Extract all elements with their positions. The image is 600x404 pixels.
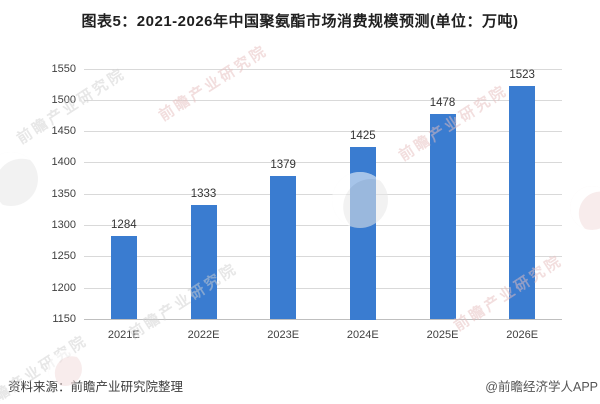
bar-2025E: [429, 114, 456, 320]
bar-2026E: [509, 85, 536, 320]
y-tick-label: 1300: [51, 219, 76, 232]
y-tick-label: 1550: [51, 62, 76, 75]
y-tick-label: 1500: [51, 93, 76, 106]
bar-2022E: [190, 204, 217, 320]
y-tick-label: 1250: [51, 250, 76, 263]
x-tick-label: 2024E: [346, 329, 379, 341]
credit-note: @前瞻经济学人APP: [485, 380, 598, 394]
y-tick-label: 1450: [51, 125, 76, 138]
x-tick-label: 2021E: [107, 329, 140, 341]
gridline: [84, 193, 562, 195]
chart-title: 图表5：2021-2026年中国聚氨酯市场消费规模预测(单位：万吨): [81, 13, 519, 30]
bar-value-label: 1379: [270, 159, 296, 172]
y-tick-label: 1150: [52, 313, 76, 325]
bar-value-label: 1523: [509, 68, 535, 81]
bar-2023E: [270, 176, 297, 320]
y-tick-label: 1350: [51, 187, 76, 200]
x-tick-label: 2022E: [187, 329, 220, 341]
gridline: [84, 287, 562, 289]
x-tick-label: 2023E: [267, 329, 300, 341]
bar-2024E: [349, 147, 376, 320]
gridline: [84, 256, 562, 258]
gridline: [84, 162, 562, 164]
x-tick-label: 2026E: [506, 329, 539, 341]
x-axis-line: [84, 319, 562, 320]
bar-value-label: 1478: [429, 97, 456, 110]
gridline: [84, 225, 562, 227]
source-note: 资料来源：前瞻产业研究院整理: [8, 380, 184, 394]
y-tick-label: 1400: [51, 156, 76, 169]
gridline: [84, 99, 562, 101]
bar-value-label: 1425: [350, 130, 376, 143]
gridline: [84, 131, 562, 133]
y-tick-label: 1200: [51, 281, 76, 294]
x-tick-label: 2025E: [426, 329, 459, 341]
bar-2021E: [110, 235, 137, 320]
bar-value-label: 1284: [111, 218, 137, 231]
bar-value-label: 1333: [190, 187, 217, 200]
gridline: [84, 68, 562, 70]
